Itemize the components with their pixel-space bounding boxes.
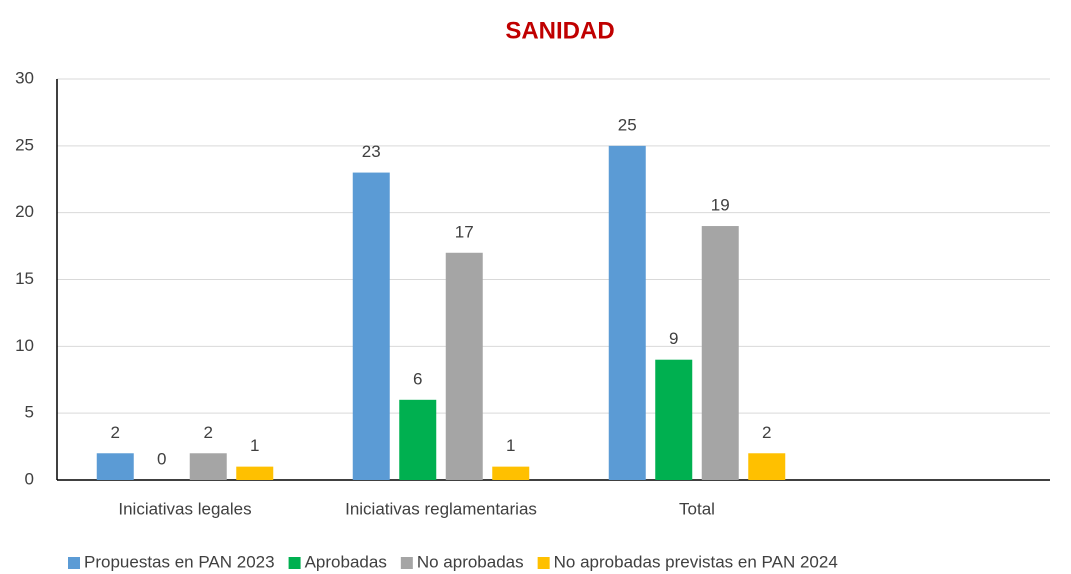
legend-swatch — [400, 557, 413, 569]
y-tick-label: 25 — [15, 135, 34, 154]
x-tick-label: Iniciativas legales — [118, 499, 251, 518]
data-label: 6 — [413, 369, 422, 388]
x-tick-label: Total — [679, 499, 715, 518]
chart-title: SANIDAD — [505, 17, 614, 44]
y-tick-label: 10 — [15, 336, 34, 355]
x-tick-label: Iniciativas reglamentarias — [345, 499, 537, 518]
bar — [492, 466, 530, 480]
bar — [189, 453, 227, 480]
bar — [701, 226, 739, 480]
bar — [352, 172, 390, 481]
data-label: 17 — [455, 222, 474, 241]
legend-swatch — [537, 557, 550, 569]
y-tick-label: 15 — [15, 269, 34, 288]
data-label: 9 — [669, 329, 678, 348]
data-label: 0 — [157, 449, 166, 468]
data-label: 2 — [762, 423, 771, 442]
data-label: 25 — [618, 115, 637, 134]
bar — [445, 252, 483, 480]
y-tick-label: 20 — [15, 202, 34, 221]
legend-label: No aprobadas previstas en PAN 2024 — [554, 552, 838, 571]
bar — [748, 453, 786, 480]
legend-swatch — [68, 557, 80, 569]
bar — [236, 466, 274, 480]
data-label: 19 — [711, 196, 730, 215]
data-label: 23 — [362, 142, 381, 161]
data-label: 1 — [506, 436, 515, 455]
bar — [399, 399, 437, 480]
legend-label: Propuestas en PAN 2023 — [84, 552, 275, 571]
data-label: 2 — [111, 423, 120, 442]
y-tick-label: 5 — [25, 403, 34, 422]
legend-label: Aprobadas — [305, 552, 387, 571]
legend-label: No aprobadas — [417, 552, 524, 571]
legend-swatch — [288, 557, 301, 569]
data-label: 1 — [250, 436, 259, 455]
bar — [608, 145, 646, 481]
data-label: 2 — [204, 423, 213, 442]
y-tick-label: 30 — [15, 68, 34, 87]
y-tick-label: 0 — [25, 469, 34, 488]
bar — [655, 359, 693, 480]
bar — [96, 453, 134, 480]
